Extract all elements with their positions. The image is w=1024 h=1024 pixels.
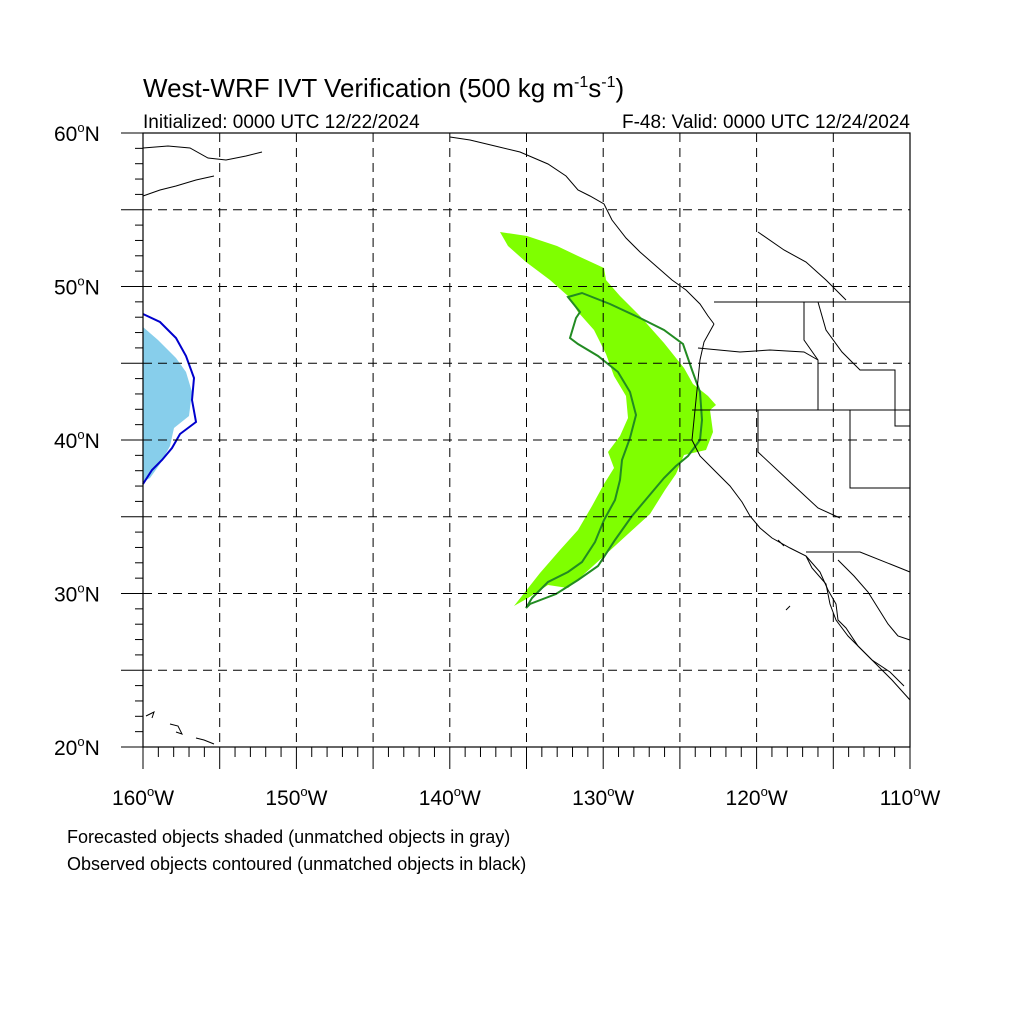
shaded-forecast-objects (143, 232, 716, 606)
coastline-segment (169, 723, 183, 735)
footnote-observed: Observed objects contoured (unmatched ob… (67, 854, 526, 874)
title-sup2: -1 (601, 74, 615, 91)
figure-title: West-WRF IVT Verification (500 kg m-1s-1… (143, 73, 624, 103)
coastline-segment (805, 555, 905, 687)
coastlines-and-borders (142, 136, 911, 745)
lon-label: 140oW (419, 784, 481, 810)
lat-label: 40oN (54, 427, 100, 453)
lat-label: 20oN (54, 734, 100, 760)
coastline-segment (691, 323, 911, 701)
coastline-segment (142, 175, 215, 197)
lon-label: 120oW (726, 784, 788, 810)
latitude-labels: 60oN 50oN 40oN 30oN 20oN (54, 120, 100, 760)
coastline-segment (785, 605, 791, 611)
coastline-segment (449, 136, 715, 325)
coastline-segment (145, 711, 155, 719)
coastline-segment (142, 145, 263, 161)
lon-label: 110oW (880, 784, 941, 810)
map-frame (142, 132, 911, 748)
title-close: ) (616, 73, 625, 103)
coastline-segment (806, 551, 911, 573)
forecast-ar-object (500, 232, 716, 606)
lat-lon-grid (143, 133, 910, 747)
lat-label: 60oN (54, 120, 100, 146)
coastline-segment (757, 231, 847, 301)
lat-label: 30oN (54, 581, 100, 607)
lat-label: 50oN (54, 274, 100, 300)
valid-time-label: F-48: Valid: 0000 UTC 12/24/2024 (622, 112, 910, 133)
lon-label: 150oW (265, 784, 327, 810)
coastline-segment (777, 539, 785, 547)
observed-contour-west (142, 313, 198, 485)
forecast-object-west (143, 327, 192, 482)
observed-ar-contour (525, 291, 704, 609)
coastline-segment (837, 559, 911, 641)
title-mid: s (588, 73, 601, 103)
coastline-segment (849, 410, 910, 489)
footnote-forecast: Forecasted objects shaded (unmatched obj… (67, 827, 510, 847)
coastline-segment (757, 410, 841, 519)
title-main: West-WRF IVT Verification (500 kg m (143, 73, 574, 103)
coastline-segment (817, 301, 910, 427)
coastline-segment (195, 737, 215, 745)
observed-object-contours (142, 291, 704, 609)
lon-label: 160oW (112, 784, 174, 810)
axis-ticks (121, 132, 911, 769)
longitude-labels: 160oW 150oW 140oW 130oW 120oW 110oW (112, 784, 941, 810)
lon-label: 130oW (572, 784, 634, 810)
coastline-segment (697, 347, 819, 361)
coastline-segment (803, 302, 819, 410)
init-time-label: Initialized: 0000 UTC 12/22/2024 (143, 112, 420, 133)
map-panel: 60oN 50oN 40oN 30oN 20oN 160oW 150oW 140oW 130o… (54, 120, 940, 810)
title-sup1: -1 (574, 74, 588, 91)
